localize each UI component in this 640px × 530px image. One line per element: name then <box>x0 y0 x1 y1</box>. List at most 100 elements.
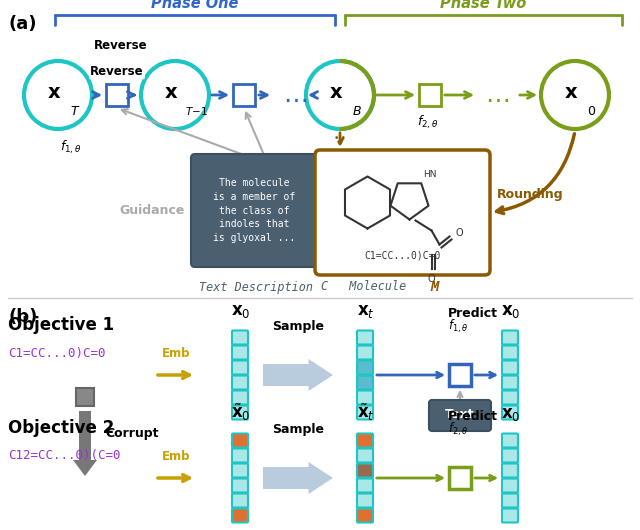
FancyBboxPatch shape <box>357 448 373 463</box>
Text: $\mathbf{x}$: $\mathbf{x}$ <box>47 84 61 102</box>
Text: $\mathbf{x}_0$: $\mathbf{x}_0$ <box>501 405 521 423</box>
Bar <box>449 364 471 386</box>
FancyBboxPatch shape <box>502 508 518 523</box>
Text: Phase One: Phase One <box>151 0 239 11</box>
Text: Guidance: Guidance <box>120 204 185 217</box>
FancyBboxPatch shape <box>502 360 518 375</box>
Text: $\mathbf{x}_0$: $\mathbf{x}_0$ <box>501 302 521 320</box>
Bar <box>233 84 255 106</box>
Text: $\mathbf{x}$: $\mathbf{x}$ <box>564 84 578 102</box>
FancyBboxPatch shape <box>315 150 490 275</box>
Text: $\tilde{\mathbf{x}}_t$: $\tilde{\mathbf{x}}_t$ <box>357 402 375 423</box>
Text: $B$: $B$ <box>352 105 362 118</box>
FancyBboxPatch shape <box>502 448 518 463</box>
FancyBboxPatch shape <box>232 493 248 508</box>
Text: Text Description: Text Description <box>199 280 320 294</box>
Text: C1=CC...0)C=0: C1=CC...0)C=0 <box>364 250 441 260</box>
Text: $\mathbf{x}_0$: $\mathbf{x}_0$ <box>231 302 251 320</box>
Text: (b): (b) <box>8 308 37 326</box>
Bar <box>106 84 128 106</box>
Circle shape <box>306 61 374 129</box>
FancyBboxPatch shape <box>232 464 248 478</box>
Text: $f_{1,\theta}$: $f_{1,\theta}$ <box>448 317 468 335</box>
FancyBboxPatch shape <box>357 375 373 390</box>
Text: Reverse: Reverse <box>94 39 148 52</box>
FancyBboxPatch shape <box>232 434 248 447</box>
Text: $\mathbf{x}_t$: $\mathbf{x}_t$ <box>357 302 375 320</box>
Circle shape <box>24 61 92 129</box>
FancyBboxPatch shape <box>429 400 491 431</box>
FancyBboxPatch shape <box>357 391 373 404</box>
FancyBboxPatch shape <box>357 479 373 492</box>
FancyBboxPatch shape <box>232 391 248 404</box>
FancyBboxPatch shape <box>232 346 248 359</box>
Circle shape <box>141 61 209 129</box>
Text: $T\!-\!1$: $T\!-\!1$ <box>185 105 209 117</box>
FancyBboxPatch shape <box>502 434 518 447</box>
Text: C1=CC...0)C=0: C1=CC...0)C=0 <box>8 347 106 359</box>
FancyBboxPatch shape <box>357 493 373 508</box>
Text: Phase Two: Phase Two <box>440 0 527 11</box>
Text: The molecule
is a member of
the class of
indoles that
is glyoxal ...: The molecule is a member of the class of… <box>213 178 295 243</box>
Text: Rounding: Rounding <box>497 188 564 201</box>
FancyBboxPatch shape <box>357 360 373 375</box>
Text: $0$: $0$ <box>587 105 596 118</box>
FancyBboxPatch shape <box>357 346 373 359</box>
Bar <box>449 467 471 489</box>
Text: C12=CC...0)(C=0: C12=CC...0)(C=0 <box>8 449 120 463</box>
Text: $f_{2,\theta}$: $f_{2,\theta}$ <box>417 114 439 131</box>
FancyBboxPatch shape <box>357 464 373 478</box>
Text: Sample: Sample <box>272 423 324 436</box>
FancyBboxPatch shape <box>502 479 518 492</box>
FancyBboxPatch shape <box>502 405 518 420</box>
Text: Predict: Predict <box>448 307 498 320</box>
Circle shape <box>541 61 609 129</box>
Text: Objective 2: Objective 2 <box>8 419 115 437</box>
FancyBboxPatch shape <box>232 479 248 492</box>
FancyBboxPatch shape <box>502 493 518 508</box>
Text: Predict: Predict <box>448 410 498 423</box>
Text: $\mathbf{x}$: $\mathbf{x}$ <box>164 84 178 102</box>
Text: Corrupt: Corrupt <box>105 427 159 440</box>
Text: $\tilde{\mathbf{x}}_0$: $\tilde{\mathbf{x}}_0$ <box>231 402 251 423</box>
Text: $\cdots$: $\cdots$ <box>485 87 509 111</box>
FancyArrow shape <box>263 462 333 494</box>
Text: Objective 1: Objective 1 <box>8 316 114 334</box>
Text: $T$: $T$ <box>70 105 81 118</box>
FancyBboxPatch shape <box>502 346 518 359</box>
Text: $f_{2,\theta}$: $f_{2,\theta}$ <box>448 421 468 438</box>
FancyBboxPatch shape <box>232 375 248 390</box>
Bar <box>419 84 441 106</box>
Text: Emb: Emb <box>162 347 190 360</box>
FancyBboxPatch shape <box>232 405 248 420</box>
FancyBboxPatch shape <box>502 464 518 478</box>
Text: $\cdots$: $\cdots$ <box>283 87 307 111</box>
Text: M: M <box>430 280 438 294</box>
Text: Text: Text <box>445 409 475 421</box>
Text: Molecule: Molecule <box>335 280 413 294</box>
Text: O: O <box>428 275 435 285</box>
FancyBboxPatch shape <box>232 360 248 375</box>
FancyArrow shape <box>263 359 333 391</box>
FancyBboxPatch shape <box>357 331 373 345</box>
FancyBboxPatch shape <box>357 434 373 447</box>
Text: Sample: Sample <box>272 320 324 333</box>
FancyBboxPatch shape <box>232 508 248 523</box>
FancyBboxPatch shape <box>502 391 518 404</box>
FancyBboxPatch shape <box>502 331 518 345</box>
Text: $\mathbf{x}$: $\mathbf{x}$ <box>329 84 343 102</box>
FancyBboxPatch shape <box>232 448 248 463</box>
Text: O: O <box>456 227 463 237</box>
FancyBboxPatch shape <box>232 331 248 345</box>
Text: $f_{1,\theta}$: $f_{1,\theta}$ <box>60 139 82 156</box>
FancyBboxPatch shape <box>357 508 373 523</box>
FancyBboxPatch shape <box>191 154 317 267</box>
Text: HN: HN <box>423 170 436 179</box>
Text: Reverse: Reverse <box>90 65 144 78</box>
FancyBboxPatch shape <box>357 405 373 420</box>
Text: C: C <box>320 280 327 294</box>
Text: Emb: Emb <box>162 450 190 463</box>
Bar <box>76 388 94 406</box>
FancyBboxPatch shape <box>502 375 518 390</box>
Text: (a): (a) <box>8 15 36 33</box>
